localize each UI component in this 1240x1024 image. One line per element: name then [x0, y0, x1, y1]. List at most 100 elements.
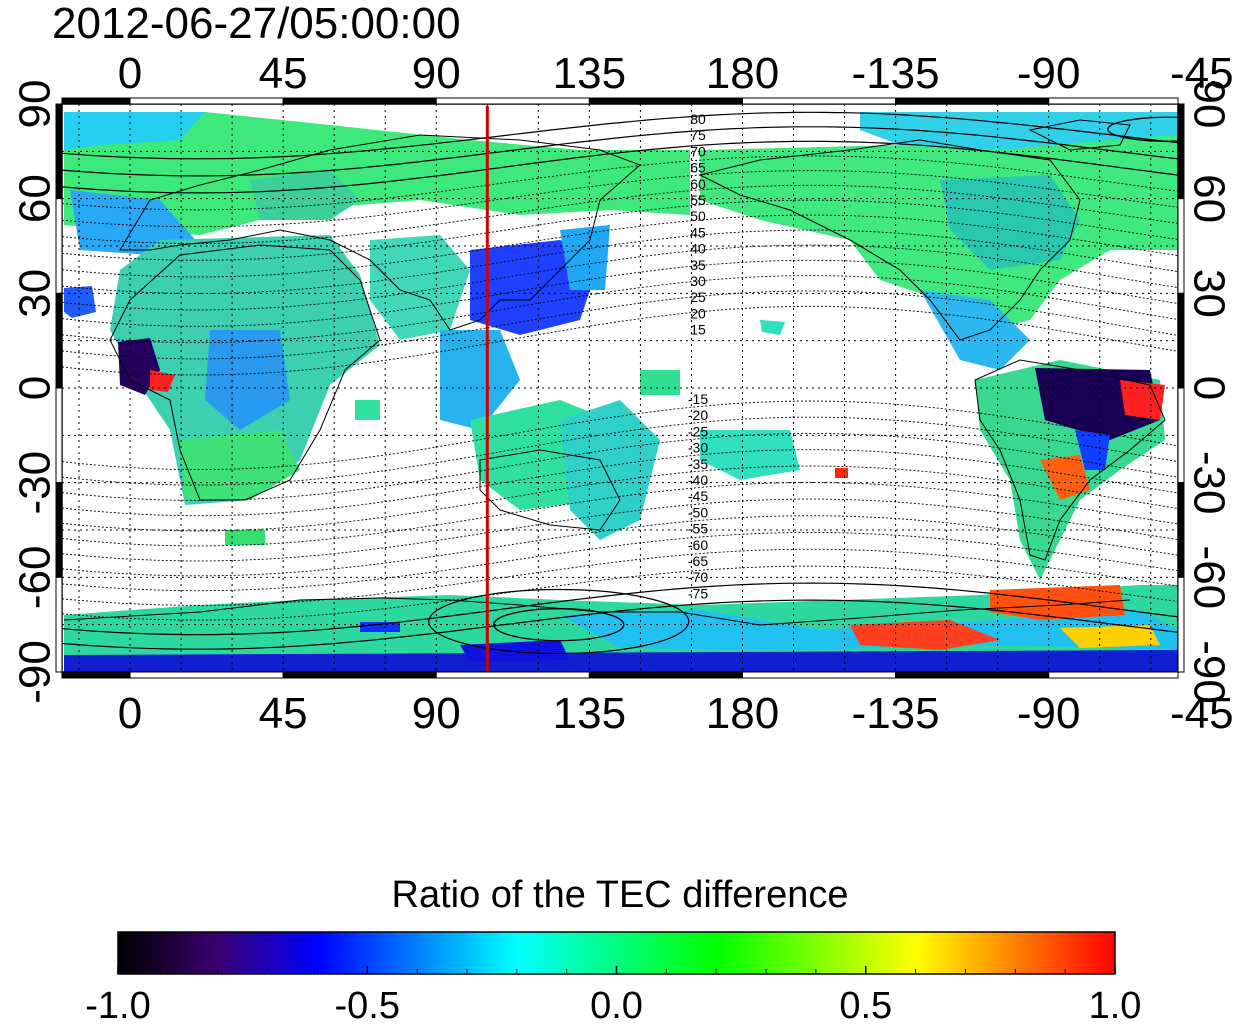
top-axis-band: [61, 97, 131, 105]
contour-label: -60: [688, 537, 708, 553]
tec-data-layer: [64, 112, 1178, 672]
contour-label: 20: [690, 305, 706, 321]
top-axis-band: [1048, 97, 1179, 105]
top-axis-band: [129, 97, 284, 105]
coastlines: [63, 119, 1166, 626]
contour-line: [62, 259, 1178, 327]
right-axis-band: [1177, 103, 1185, 200]
contour-label: -35: [688, 456, 708, 472]
bottom-lon-tick-label: 135: [553, 689, 626, 738]
contour-line: [62, 599, 1178, 650]
bottom-axis-band: [435, 671, 590, 679]
right-axis-band: [1177, 387, 1185, 484]
top-lon-tick-label: -135: [852, 49, 940, 98]
right-lat-tick-label: 30: [1184, 269, 1233, 318]
right-axis-band: [1177, 292, 1185, 389]
contour-line: [62, 111, 1178, 160]
right-axis-band: [1177, 198, 1185, 294]
left-lat-tick-label: -30: [11, 451, 60, 515]
right-axis-band: [1177, 576, 1185, 673]
left-lat-tick-label: 0: [11, 376, 60, 400]
contour-label: -70: [688, 569, 708, 585]
axis-bands: [55, 97, 1185, 679]
bottom-lon-tick-label: 45: [259, 689, 308, 738]
bottom-lon-tick-label: -90: [1017, 689, 1081, 738]
colorbar-tick-label: -0.5: [335, 985, 400, 1024]
contour-line: [62, 126, 1178, 177]
contour-label: 25: [690, 289, 706, 305]
bottom-axis-band: [61, 671, 131, 679]
left-lat-tick-label: 90: [11, 80, 60, 129]
top-axis-band: [282, 97, 437, 105]
contour-label: -65: [688, 553, 708, 569]
right-lat-tick-label: 60: [1184, 174, 1233, 223]
contour-line: [62, 582, 1178, 636]
bottom-axis-band: [895, 671, 1050, 679]
left-lat-tick-label: 60: [11, 174, 60, 223]
left-lat-tick-label: -90: [11, 640, 60, 704]
top-axis-band: [435, 97, 590, 105]
contour-label: -20: [688, 407, 708, 423]
colorbar-tick-label: -1.0: [85, 985, 150, 1024]
contour-label: -30: [688, 440, 708, 456]
contour-line: [62, 548, 1178, 606]
contour-label: 45: [690, 224, 706, 240]
contour-label: 15: [690, 322, 706, 338]
top-lon-tick-label: 180: [706, 49, 779, 98]
bottom-lon-tick-label: 0: [118, 689, 142, 738]
right-axis-band: [1177, 482, 1185, 578]
top-axis-band: [588, 97, 743, 105]
contour-label: -15: [688, 391, 708, 407]
contour-label: -75: [688, 585, 708, 601]
bottom-axis-band: [588, 671, 743, 679]
contour-label: 70: [690, 143, 706, 159]
north-pole-contour: [1107, 116, 1178, 142]
contour-label: 50: [690, 208, 706, 224]
contour-label: 80: [690, 111, 706, 127]
contour-label: 55: [690, 192, 706, 208]
contour-label: 65: [690, 160, 706, 176]
bottom-lon-tick-label: 90: [412, 689, 461, 738]
contour-line: [62, 498, 1178, 562]
contour-line: [62, 214, 1178, 278]
top-axis-band: [895, 97, 1050, 105]
colorbar-title: Ratio of the TEC difference: [391, 874, 849, 916]
colorbar-ticks: -1.0 -0.5 0.0 0.5 1.0: [85, 966, 1141, 1024]
top-lon-tick-label: 0: [118, 49, 142, 98]
contour-line: [62, 199, 1178, 261]
contour-line: [62, 229, 1178, 294]
right-lat-tick-label: -30: [1184, 451, 1233, 515]
contour-label: -40: [688, 472, 708, 488]
contour-line: [62, 449, 1178, 517]
right-lat-tick-label: 0: [1184, 376, 1233, 400]
contour-label: -55: [688, 521, 708, 537]
contour-line: [62, 155, 1178, 211]
contour-line: [62, 244, 1178, 311]
contour-line: [62, 531, 1178, 592]
top-lon-tick-label: 90: [412, 49, 461, 98]
contour-label: 30: [690, 273, 706, 289]
contour-line: [62, 465, 1178, 532]
contour-line: [62, 515, 1178, 577]
bottom-lon-tick-label: -135: [852, 689, 940, 738]
contour-label: -45: [688, 488, 708, 504]
bottom-axis-band: [1048, 671, 1179, 679]
colorbar-tick-label: 1.0: [1089, 985, 1142, 1024]
top-lon-tick-label: 45: [259, 49, 308, 98]
bottom-axis-band: [282, 671, 437, 679]
contour-label: -50: [688, 504, 708, 520]
contour-line: [62, 565, 1178, 621]
left-axis-band: [55, 576, 63, 673]
contour-label: 75: [690, 127, 706, 143]
right-lat-tick-label: 90: [1184, 80, 1233, 129]
colorbar-tick-label: 0.0: [590, 985, 643, 1024]
contour-label: 40: [690, 241, 706, 257]
contour-line: [62, 482, 1178, 547]
left-lat-tick-label: -60: [11, 546, 60, 610]
bottom-axis-band: [741, 671, 897, 679]
south-pole-contour: [428, 588, 690, 655]
contour-label: -25: [688, 423, 708, 439]
top-lon-tick-label: 135: [553, 49, 626, 98]
